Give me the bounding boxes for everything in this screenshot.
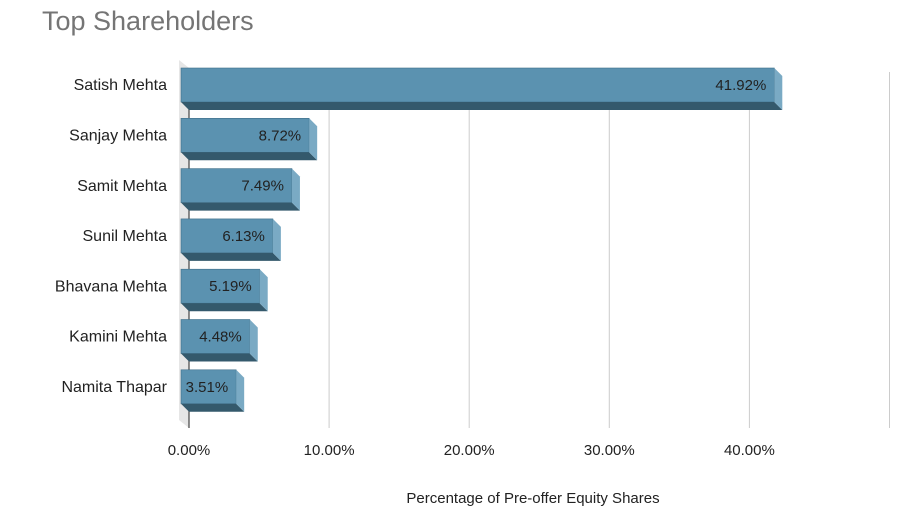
x-tick-label: 30.00% [584, 442, 635, 459]
bars: 41.92% 8.72% 7.49% 6.13% 5.19% 4.48% 3.51% [180, 67, 783, 412]
x-tick-label: 20.00% [444, 442, 495, 459]
chart-title: Top Shareholders [42, 6, 254, 36]
bar-end [259, 269, 268, 312]
bar-end [774, 68, 783, 110]
data-label: 8.72% [259, 127, 302, 144]
bar-front [180, 67, 775, 103]
bar: 3.51% [180, 369, 245, 412]
category-label: Samit Mehta [77, 178, 167, 195]
bar-end [249, 319, 258, 362]
bar: 4.48% [180, 319, 258, 362]
bar-bottom [181, 303, 268, 312]
data-label: 7.49% [241, 178, 284, 195]
category-labels: Satish Mehta Sanjay Mehta Samit Mehta Sunil… [55, 77, 168, 396]
category-label: Satish Mehta [74, 77, 167, 94]
data-label: 3.51% [186, 379, 229, 396]
bar: 8.72% [180, 118, 318, 161]
bar: 6.13% [180, 218, 281, 261]
x-tick-label: 40.00% [724, 442, 775, 459]
bar-front [180, 319, 251, 354]
bar: 5.19% [180, 268, 268, 312]
bar-bottom [181, 152, 318, 161]
data-label: 5.19% [209, 278, 252, 295]
x-tick-label: 10.00% [304, 442, 355, 459]
bar-bottom [181, 403, 245, 412]
bar-end [236, 369, 245, 412]
category-label: Bhavana Mehta [55, 278, 167, 295]
bar: 7.49% [180, 168, 300, 211]
bar-bottom [181, 202, 300, 211]
bar-front [180, 118, 310, 153]
data-label: 4.48% [199, 328, 242, 345]
category-label: Kamini Mehta [69, 329, 167, 346]
data-label: 41.92% [715, 77, 766, 94]
bar: 41.92% [180, 67, 783, 110]
bar-end [309, 118, 318, 161]
x-axis-title: Percentage of Pre-offer Equity Shares [406, 490, 659, 507]
bar-bottom [181, 252, 281, 261]
bar-bottom [181, 102, 783, 110]
category-label: Namita Thapar [61, 379, 167, 396]
bar-end [272, 218, 281, 261]
bar-bottom [181, 353, 258, 362]
bar-front [180, 218, 274, 254]
bar-end [291, 168, 300, 211]
category-label: Sanjay Mehta [69, 128, 167, 145]
x-axis-ticks: 0.00% 10.00% 20.00% 30.00% 40.00% [168, 442, 775, 459]
bar-front [180, 268, 261, 304]
x-tick-label: 0.00% [168, 442, 211, 459]
data-label: 6.13% [222, 228, 265, 245]
category-label: Sunil Mehta [83, 228, 168, 245]
